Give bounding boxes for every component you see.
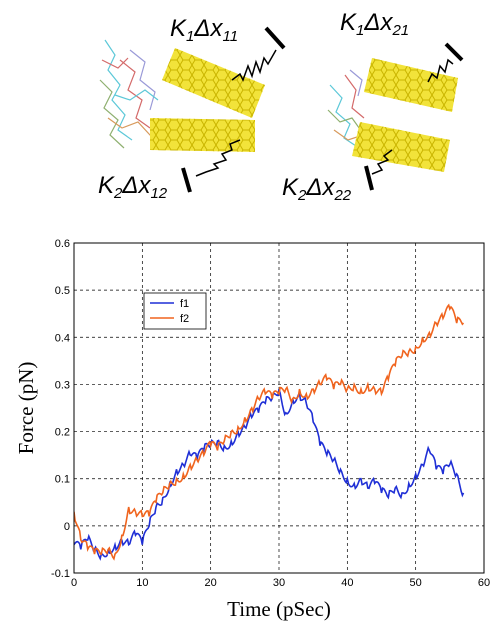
x-tick-label: 60 — [478, 577, 490, 589]
y-tick-label: 0.2 — [55, 427, 70, 439]
x-axis-title: Time (pSec) — [227, 597, 331, 621]
y-tick-label: 0.6 — [55, 238, 70, 250]
right-illustration: K1Δx21 K2Δx22 — [282, 9, 464, 204]
legend-box — [143, 292, 207, 330]
series-group — [74, 303, 465, 561]
force-time-chart: 0 10 20 30 40 50 60 -0.100.10.20.30.40.50.6 f1… — [14, 238, 490, 621]
x-tick-label: 40 — [341, 577, 353, 589]
plot-frame — [73, 242, 485, 574]
grid — [74, 243, 484, 573]
y-tick-label: 0.3 — [55, 379, 70, 391]
y-tick-labels: -0.1 0 0.1 0.2 0.3 0.4 0.5 0.6 — [51, 238, 70, 580]
left-illustration: K1Δx11 K2Δx12 — [98, 15, 286, 202]
y-tick-label: 0.1 — [55, 474, 70, 486]
x-tick-label: 50 — [410, 577, 422, 589]
series-line-f1 — [74, 388, 465, 561]
spring-icon-left-bottom — [181, 139, 241, 193]
label-k1-dx21: K1Δx21 — [340, 9, 409, 39]
label-k2-dx22: K2Δx22 — [282, 174, 352, 204]
nanotube-lower-right — [352, 122, 450, 172]
y-tick-label: 0.4 — [55, 332, 70, 344]
spring-icon-left-top — [231, 26, 286, 82]
legend-label-f1: f1 — [180, 298, 189, 310]
x-tick-label: 30 — [273, 577, 285, 589]
legend-label-f2: f2 — [180, 313, 189, 325]
nanotube-lower-left — [150, 118, 255, 152]
y-tick-label: 0.5 — [55, 285, 70, 297]
label-k2-dx12: K2Δx12 — [98, 172, 168, 202]
nanotube-upper-left — [162, 48, 265, 118]
molecule-cluster-left — [99, 39, 163, 149]
series-line-f2 — [74, 303, 465, 561]
x-tick-labels: 0 10 20 30 40 50 60 — [71, 577, 490, 589]
nanotube-upper-right — [364, 58, 458, 112]
spring-icon-right-top — [427, 42, 464, 83]
x-tick-label: 0 — [71, 577, 77, 589]
x-tick-label: 10 — [136, 577, 148, 589]
y-tick-label: -0.1 — [51, 568, 70, 580]
molecule-cluster-right — [327, 69, 365, 147]
y-tick-label: 0 — [64, 521, 70, 533]
y-axis-title: Force (pN) — [14, 362, 38, 455]
spring-icon-right-bottom — [364, 149, 393, 191]
label-k1-dx11: K1Δx11 — [170, 15, 238, 45]
x-tick-label: 20 — [205, 577, 217, 589]
